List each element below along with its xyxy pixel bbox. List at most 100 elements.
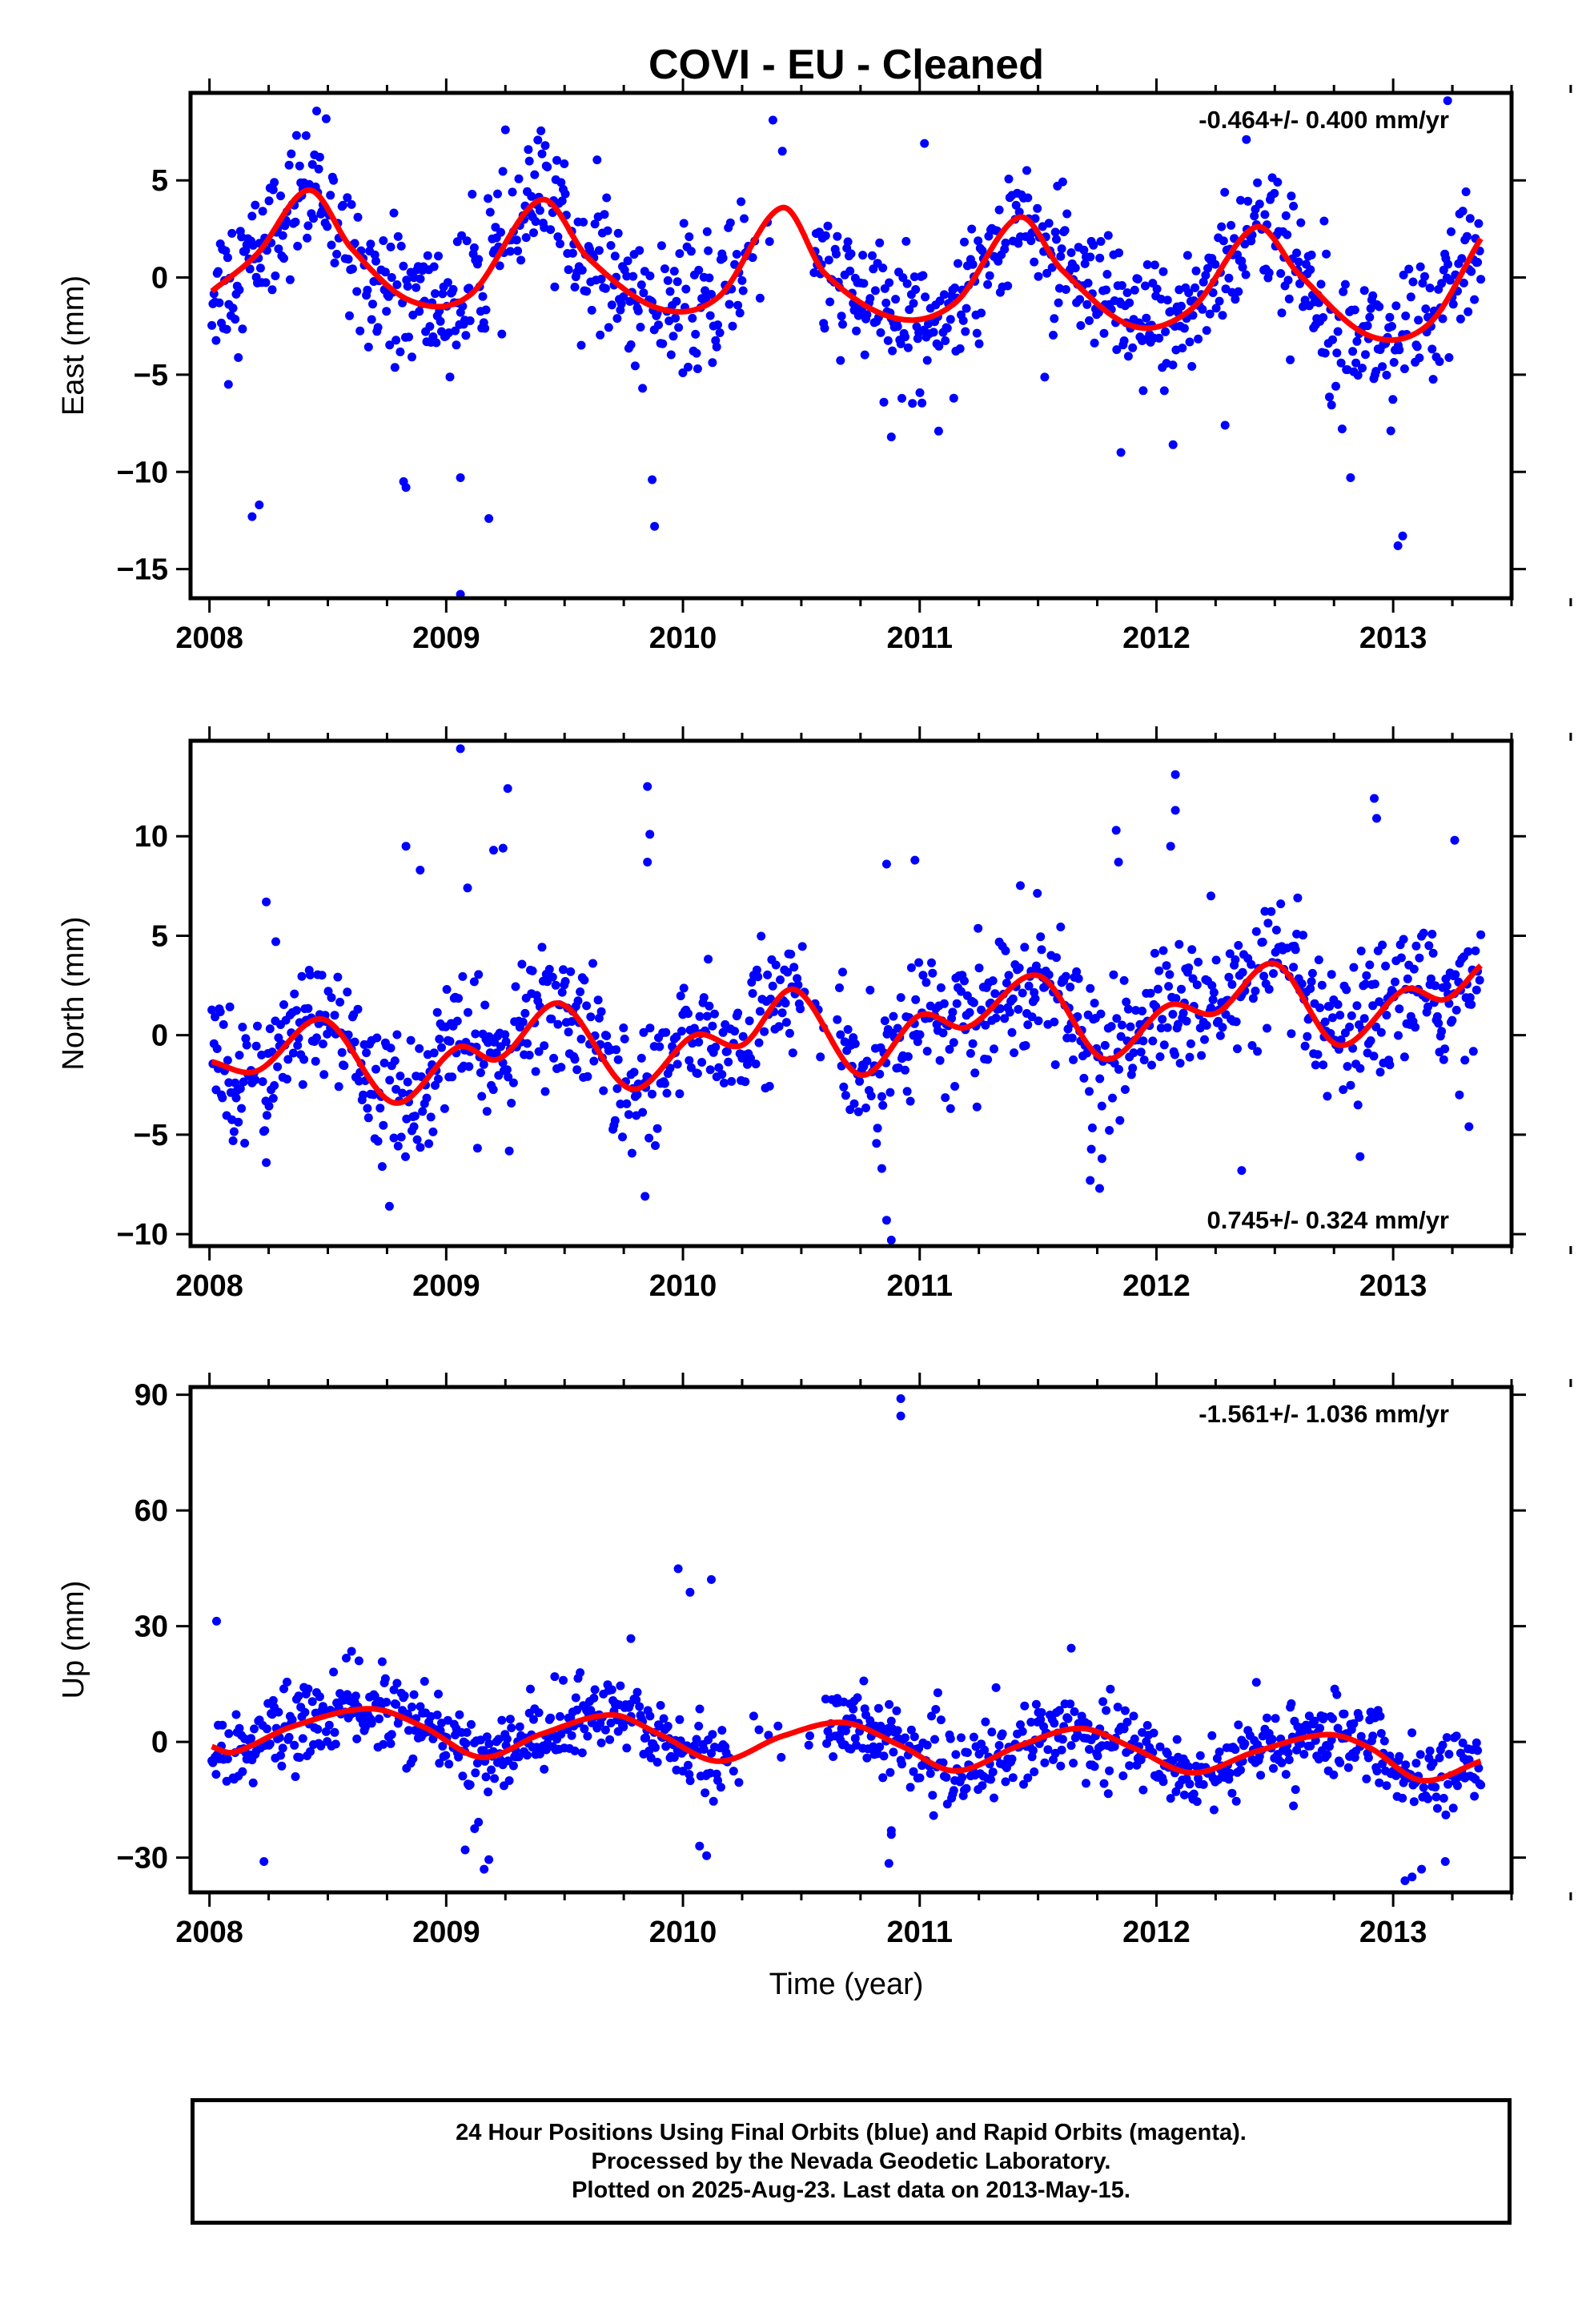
data-point	[1043, 1745, 1053, 1755]
data-point	[360, 1723, 370, 1732]
data-point	[476, 1068, 485, 1077]
data-point	[873, 1703, 883, 1713]
data-point	[797, 942, 807, 951]
data-point	[264, 1101, 274, 1111]
data-point	[1225, 949, 1235, 959]
data-point	[1066, 983, 1075, 991]
data-point	[235, 285, 244, 295]
data-point	[1153, 984, 1162, 994]
data-point	[1258, 937, 1267, 947]
data-point	[477, 1092, 487, 1101]
outlier-point	[1455, 1090, 1464, 1100]
data-point	[420, 1677, 429, 1686]
data-point	[915, 1030, 925, 1039]
data-point	[307, 159, 317, 169]
data-point	[1336, 1035, 1346, 1044]
data-point	[666, 350, 676, 360]
data-point	[436, 316, 445, 326]
data-point	[517, 959, 527, 969]
outlier-point	[650, 521, 660, 531]
data-point	[1263, 1713, 1271, 1723]
rate-label: -1.561+/- 1.036 mm/yr	[1199, 1400, 1449, 1428]
data-point	[865, 1716, 875, 1725]
data-point	[1361, 979, 1370, 989]
data-point	[1150, 260, 1159, 270]
data-point	[879, 397, 889, 407]
data-point	[1273, 178, 1283, 187]
data-point	[1066, 248, 1076, 257]
data-point	[1036, 932, 1046, 942]
data-point	[1159, 1040, 1169, 1050]
outlier-point	[271, 937, 280, 947]
data-point	[1375, 1778, 1384, 1787]
data-point	[612, 1084, 622, 1093]
data-point	[729, 1767, 738, 1776]
data-point	[740, 214, 749, 223]
data-point	[1008, 1773, 1018, 1783]
data-point	[1112, 345, 1122, 355]
data-point	[1086, 983, 1095, 993]
data-point	[1251, 987, 1260, 995]
data-point	[375, 1104, 385, 1113]
data-point	[1473, 258, 1483, 267]
data-point	[1335, 1011, 1345, 1020]
data-point	[440, 1104, 449, 1113]
data-point	[599, 1086, 608, 1096]
data-point	[566, 967, 576, 976]
data-point	[1082, 1779, 1090, 1788]
data-point	[838, 320, 847, 329]
data-point	[1423, 1002, 1432, 1011]
data-point	[675, 1089, 685, 1099]
data-point	[392, 280, 402, 289]
data-point	[610, 1116, 620, 1125]
outlier-point	[1440, 1857, 1450, 1866]
data-point	[1277, 308, 1287, 318]
y-tick-label: −5	[134, 1119, 168, 1152]
data-point	[1399, 935, 1408, 944]
data-point	[988, 1767, 998, 1777]
data-point	[1375, 302, 1384, 312]
data-point	[1459, 278, 1468, 287]
data-point	[1471, 946, 1480, 955]
data-point	[1322, 249, 1331, 259]
data-point	[377, 1162, 387, 1172]
data-point	[1418, 279, 1427, 288]
data-point	[985, 271, 994, 280]
data-point	[1270, 188, 1279, 198]
data-point	[1170, 1050, 1179, 1059]
data-point	[1138, 1007, 1147, 1015]
data-point	[847, 1714, 857, 1723]
data-point	[1395, 1004, 1404, 1014]
data-point	[552, 155, 561, 165]
data-point	[949, 1038, 958, 1047]
data-point	[290, 989, 299, 999]
data-point	[508, 1078, 518, 1088]
data-point	[379, 1739, 388, 1749]
data-point	[467, 1719, 476, 1729]
data-point	[334, 1082, 343, 1092]
data-point	[534, 1708, 544, 1718]
data-point	[215, 1007, 225, 1016]
data-point	[613, 228, 623, 238]
data-point	[1182, 251, 1192, 260]
data-point	[1462, 231, 1472, 241]
data-point	[713, 320, 722, 330]
data-point	[1353, 1100, 1363, 1110]
outlier-point	[1168, 440, 1178, 449]
outlier-point	[934, 426, 943, 436]
outlier-point	[1370, 794, 1379, 803]
data-point	[908, 399, 917, 408]
data-point	[1447, 1015, 1457, 1025]
data-point	[1018, 988, 1027, 998]
data-point	[918, 971, 928, 980]
data-point	[1339, 1709, 1349, 1719]
data-point	[1171, 994, 1181, 1003]
data-point	[747, 978, 757, 987]
data-point	[949, 393, 958, 403]
data-point	[1202, 1020, 1211, 1030]
data-point	[347, 199, 356, 209]
data-point	[1130, 1734, 1139, 1743]
data-point	[288, 1048, 298, 1058]
data-point	[1348, 1043, 1358, 1053]
data-point	[804, 1740, 813, 1750]
